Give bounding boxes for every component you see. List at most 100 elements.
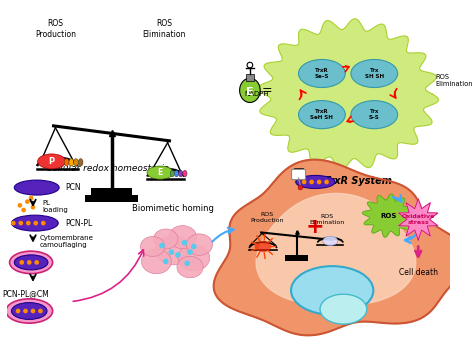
Ellipse shape bbox=[169, 249, 174, 255]
Ellipse shape bbox=[14, 180, 59, 195]
Ellipse shape bbox=[186, 234, 212, 255]
Text: PCN: PCN bbox=[65, 183, 81, 192]
Polygon shape bbox=[256, 193, 416, 306]
Ellipse shape bbox=[31, 309, 35, 313]
Text: +: + bbox=[306, 217, 325, 237]
Text: TrxR
SeH SH: TrxR SeH SH bbox=[310, 109, 333, 121]
Ellipse shape bbox=[64, 159, 69, 166]
Ellipse shape bbox=[35, 260, 39, 265]
Polygon shape bbox=[362, 194, 414, 237]
Ellipse shape bbox=[324, 180, 329, 184]
Ellipse shape bbox=[155, 236, 191, 265]
Text: PCN-PL: PCN-PL bbox=[65, 219, 92, 228]
Ellipse shape bbox=[38, 309, 43, 313]
Ellipse shape bbox=[169, 226, 197, 249]
Ellipse shape bbox=[14, 255, 48, 270]
Ellipse shape bbox=[31, 205, 35, 209]
Ellipse shape bbox=[240, 78, 260, 102]
Ellipse shape bbox=[18, 221, 23, 225]
Ellipse shape bbox=[184, 261, 190, 266]
Ellipse shape bbox=[69, 159, 73, 166]
FancyBboxPatch shape bbox=[246, 73, 254, 81]
FancyBboxPatch shape bbox=[91, 188, 132, 197]
Text: Trx
S–S: Trx S–S bbox=[369, 109, 380, 121]
Ellipse shape bbox=[163, 259, 169, 264]
Polygon shape bbox=[399, 199, 438, 240]
Ellipse shape bbox=[26, 221, 31, 225]
Ellipse shape bbox=[187, 249, 193, 255]
Ellipse shape bbox=[37, 154, 66, 169]
Text: ROS
Elimination: ROS Elimination bbox=[435, 74, 473, 86]
Ellipse shape bbox=[177, 256, 203, 278]
Ellipse shape bbox=[302, 180, 307, 184]
Ellipse shape bbox=[23, 309, 28, 313]
Text: PCN-PL@CM: PCN-PL@CM bbox=[2, 290, 49, 298]
Ellipse shape bbox=[29, 196, 34, 200]
Ellipse shape bbox=[298, 185, 303, 190]
FancyBboxPatch shape bbox=[285, 255, 308, 261]
Ellipse shape bbox=[351, 101, 398, 129]
Polygon shape bbox=[214, 160, 468, 335]
Ellipse shape bbox=[11, 303, 47, 319]
Ellipse shape bbox=[11, 215, 58, 231]
Ellipse shape bbox=[178, 245, 210, 271]
Text: PL
loading: PL loading bbox=[42, 200, 68, 213]
Text: =: = bbox=[262, 84, 272, 97]
Ellipse shape bbox=[6, 299, 53, 323]
Text: ROS
Elimination: ROS Elimination bbox=[142, 19, 185, 39]
Text: ROS
Production: ROS Production bbox=[250, 212, 283, 223]
Ellipse shape bbox=[255, 241, 272, 252]
Text: Cellular redox homeostasis: Cellular redox homeostasis bbox=[46, 164, 169, 173]
Ellipse shape bbox=[351, 60, 398, 87]
Ellipse shape bbox=[19, 260, 24, 265]
FancyBboxPatch shape bbox=[292, 170, 306, 180]
Ellipse shape bbox=[182, 240, 187, 245]
Ellipse shape bbox=[299, 60, 345, 87]
Ellipse shape bbox=[317, 180, 321, 184]
Ellipse shape bbox=[159, 243, 165, 248]
Text: ROS
Production: ROS Production bbox=[35, 19, 76, 39]
Ellipse shape bbox=[41, 221, 46, 225]
Ellipse shape bbox=[291, 266, 374, 315]
Text: Cell death: Cell death bbox=[399, 268, 438, 277]
Text: E: E bbox=[246, 87, 254, 97]
Text: Trx/TrxR System: Trx/TrxR System bbox=[304, 176, 392, 186]
Polygon shape bbox=[258, 19, 438, 170]
Ellipse shape bbox=[16, 309, 20, 313]
Ellipse shape bbox=[323, 236, 338, 245]
Text: Trx
SH SH: Trx SH SH bbox=[365, 68, 384, 79]
Ellipse shape bbox=[27, 260, 32, 265]
Ellipse shape bbox=[147, 166, 173, 179]
Text: E: E bbox=[157, 168, 163, 177]
Ellipse shape bbox=[25, 199, 30, 204]
Text: NADPH: NADPH bbox=[244, 91, 269, 97]
Text: Oxidative
stress: Oxidative stress bbox=[401, 214, 435, 225]
Ellipse shape bbox=[11, 221, 16, 225]
Text: Biomimetic homing: Biomimetic homing bbox=[132, 204, 214, 213]
Ellipse shape bbox=[141, 249, 172, 274]
Ellipse shape bbox=[247, 62, 253, 68]
Ellipse shape bbox=[174, 170, 179, 177]
Ellipse shape bbox=[299, 101, 345, 129]
FancyBboxPatch shape bbox=[85, 195, 138, 201]
Text: ROS
Elimination: ROS Elimination bbox=[309, 214, 344, 225]
Ellipse shape bbox=[175, 252, 181, 258]
Ellipse shape bbox=[296, 175, 335, 188]
Text: TrxR
Se–S: TrxR Se–S bbox=[315, 68, 329, 79]
Ellipse shape bbox=[320, 294, 367, 324]
Text: ROS: ROS bbox=[380, 213, 396, 219]
Ellipse shape bbox=[9, 251, 53, 274]
Text: P: P bbox=[49, 157, 55, 166]
Ellipse shape bbox=[191, 244, 197, 249]
Ellipse shape bbox=[170, 170, 174, 177]
Ellipse shape bbox=[78, 159, 83, 166]
Ellipse shape bbox=[21, 208, 26, 212]
Ellipse shape bbox=[154, 229, 178, 249]
Ellipse shape bbox=[73, 159, 78, 166]
Ellipse shape bbox=[18, 203, 22, 208]
Ellipse shape bbox=[34, 221, 38, 225]
Ellipse shape bbox=[140, 237, 165, 256]
Text: Cytomembrane
camouflaging: Cytomembrane camouflaging bbox=[39, 235, 93, 248]
Ellipse shape bbox=[309, 180, 314, 184]
Ellipse shape bbox=[183, 170, 187, 177]
